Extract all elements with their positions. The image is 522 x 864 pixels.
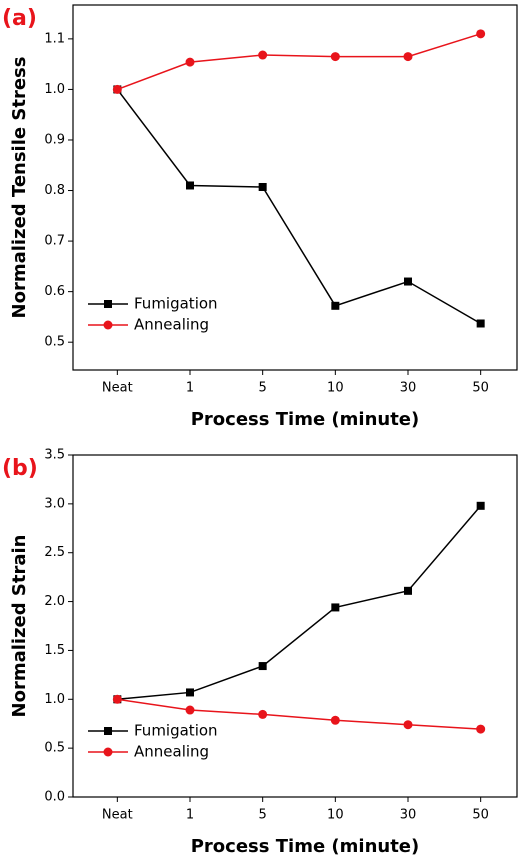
data-point [258, 662, 267, 671]
legend-marker [104, 727, 112, 735]
legend-label: Fumigation [134, 295, 218, 313]
y-tick-label: 0.5 [44, 335, 65, 350]
y-tick-label: 0.7 [44, 234, 65, 249]
legend-marker [103, 320, 113, 330]
panel-label: (b) [2, 456, 38, 481]
series-line [117, 33, 481, 91]
data-point [331, 301, 340, 310]
data-point [476, 29, 486, 39]
data-point [258, 182, 267, 191]
data-point [112, 694, 122, 704]
x-tick-label: 1 [186, 808, 194, 823]
y-tick-label: 1.5 [44, 643, 65, 658]
y-tick-label: 3.0 [44, 496, 65, 511]
legend-label: Annealing [134, 743, 209, 761]
data-point [185, 57, 195, 67]
y-tick-label: 1.0 [44, 82, 65, 97]
data-point [403, 720, 413, 730]
legend-marker [104, 300, 112, 308]
data-point [330, 52, 340, 62]
y-tick-label: 0.9 [44, 132, 65, 147]
y-tick-label: 2.0 [44, 594, 65, 609]
x-tick-label: 10 [327, 808, 344, 823]
x-tick-label: 1 [186, 381, 194, 396]
x-tick-label: 5 [259, 808, 267, 823]
x-axis-label: Process Time (minute) [191, 409, 420, 430]
x-axis-label: Process Time (minute) [191, 836, 420, 857]
y-tick-label: 0.5 [44, 741, 65, 756]
y-tick-label: 0.6 [44, 284, 65, 299]
data-point [112, 84, 122, 94]
x-tick-label: 30 [400, 381, 417, 396]
data-point [186, 688, 194, 697]
x-tick-label: 5 [259, 381, 267, 396]
data-point [404, 586, 412, 595]
data-point [476, 724, 486, 734]
y-axis-label: Normalized Strain [9, 535, 30, 718]
y-tick-label: 0.0 [44, 790, 65, 805]
data-point [258, 50, 268, 60]
y-axis-label: Normalized Tensile Stress [9, 57, 30, 319]
legend-marker [103, 747, 113, 757]
panel-label: (a) [2, 6, 37, 31]
data-point [185, 705, 195, 715]
plot-frame [72, 4, 518, 371]
y-tick-label: 2.5 [44, 545, 65, 560]
data-point [476, 501, 485, 510]
y-tick-label: 1.1 [44, 31, 65, 46]
y-tick-label: 0.8 [44, 183, 65, 198]
data-point [258, 709, 268, 719]
x-tick-label: 50 [472, 808, 489, 823]
data-point [330, 715, 340, 725]
plot-frame [72, 454, 518, 798]
x-tick-label: 30 [400, 808, 417, 823]
y-tick-label: 1.0 [44, 692, 65, 707]
series-line [117, 698, 481, 730]
data-point [331, 603, 340, 612]
x-tick-label: Neat [102, 808, 133, 823]
legend-label: Fumigation [134, 722, 218, 740]
x-tick-label: 50 [472, 381, 489, 396]
data-point [186, 181, 194, 190]
x-tick-label: 10 [327, 381, 344, 396]
data-point [476, 319, 485, 328]
y-tick-label: 3.5 [44, 448, 65, 463]
x-tick-label: Neat [102, 381, 133, 396]
series-line [116, 88, 482, 325]
legend-label: Annealing [134, 316, 209, 334]
data-point [403, 52, 413, 62]
data-point [404, 277, 412, 286]
series-line [117, 505, 482, 701]
